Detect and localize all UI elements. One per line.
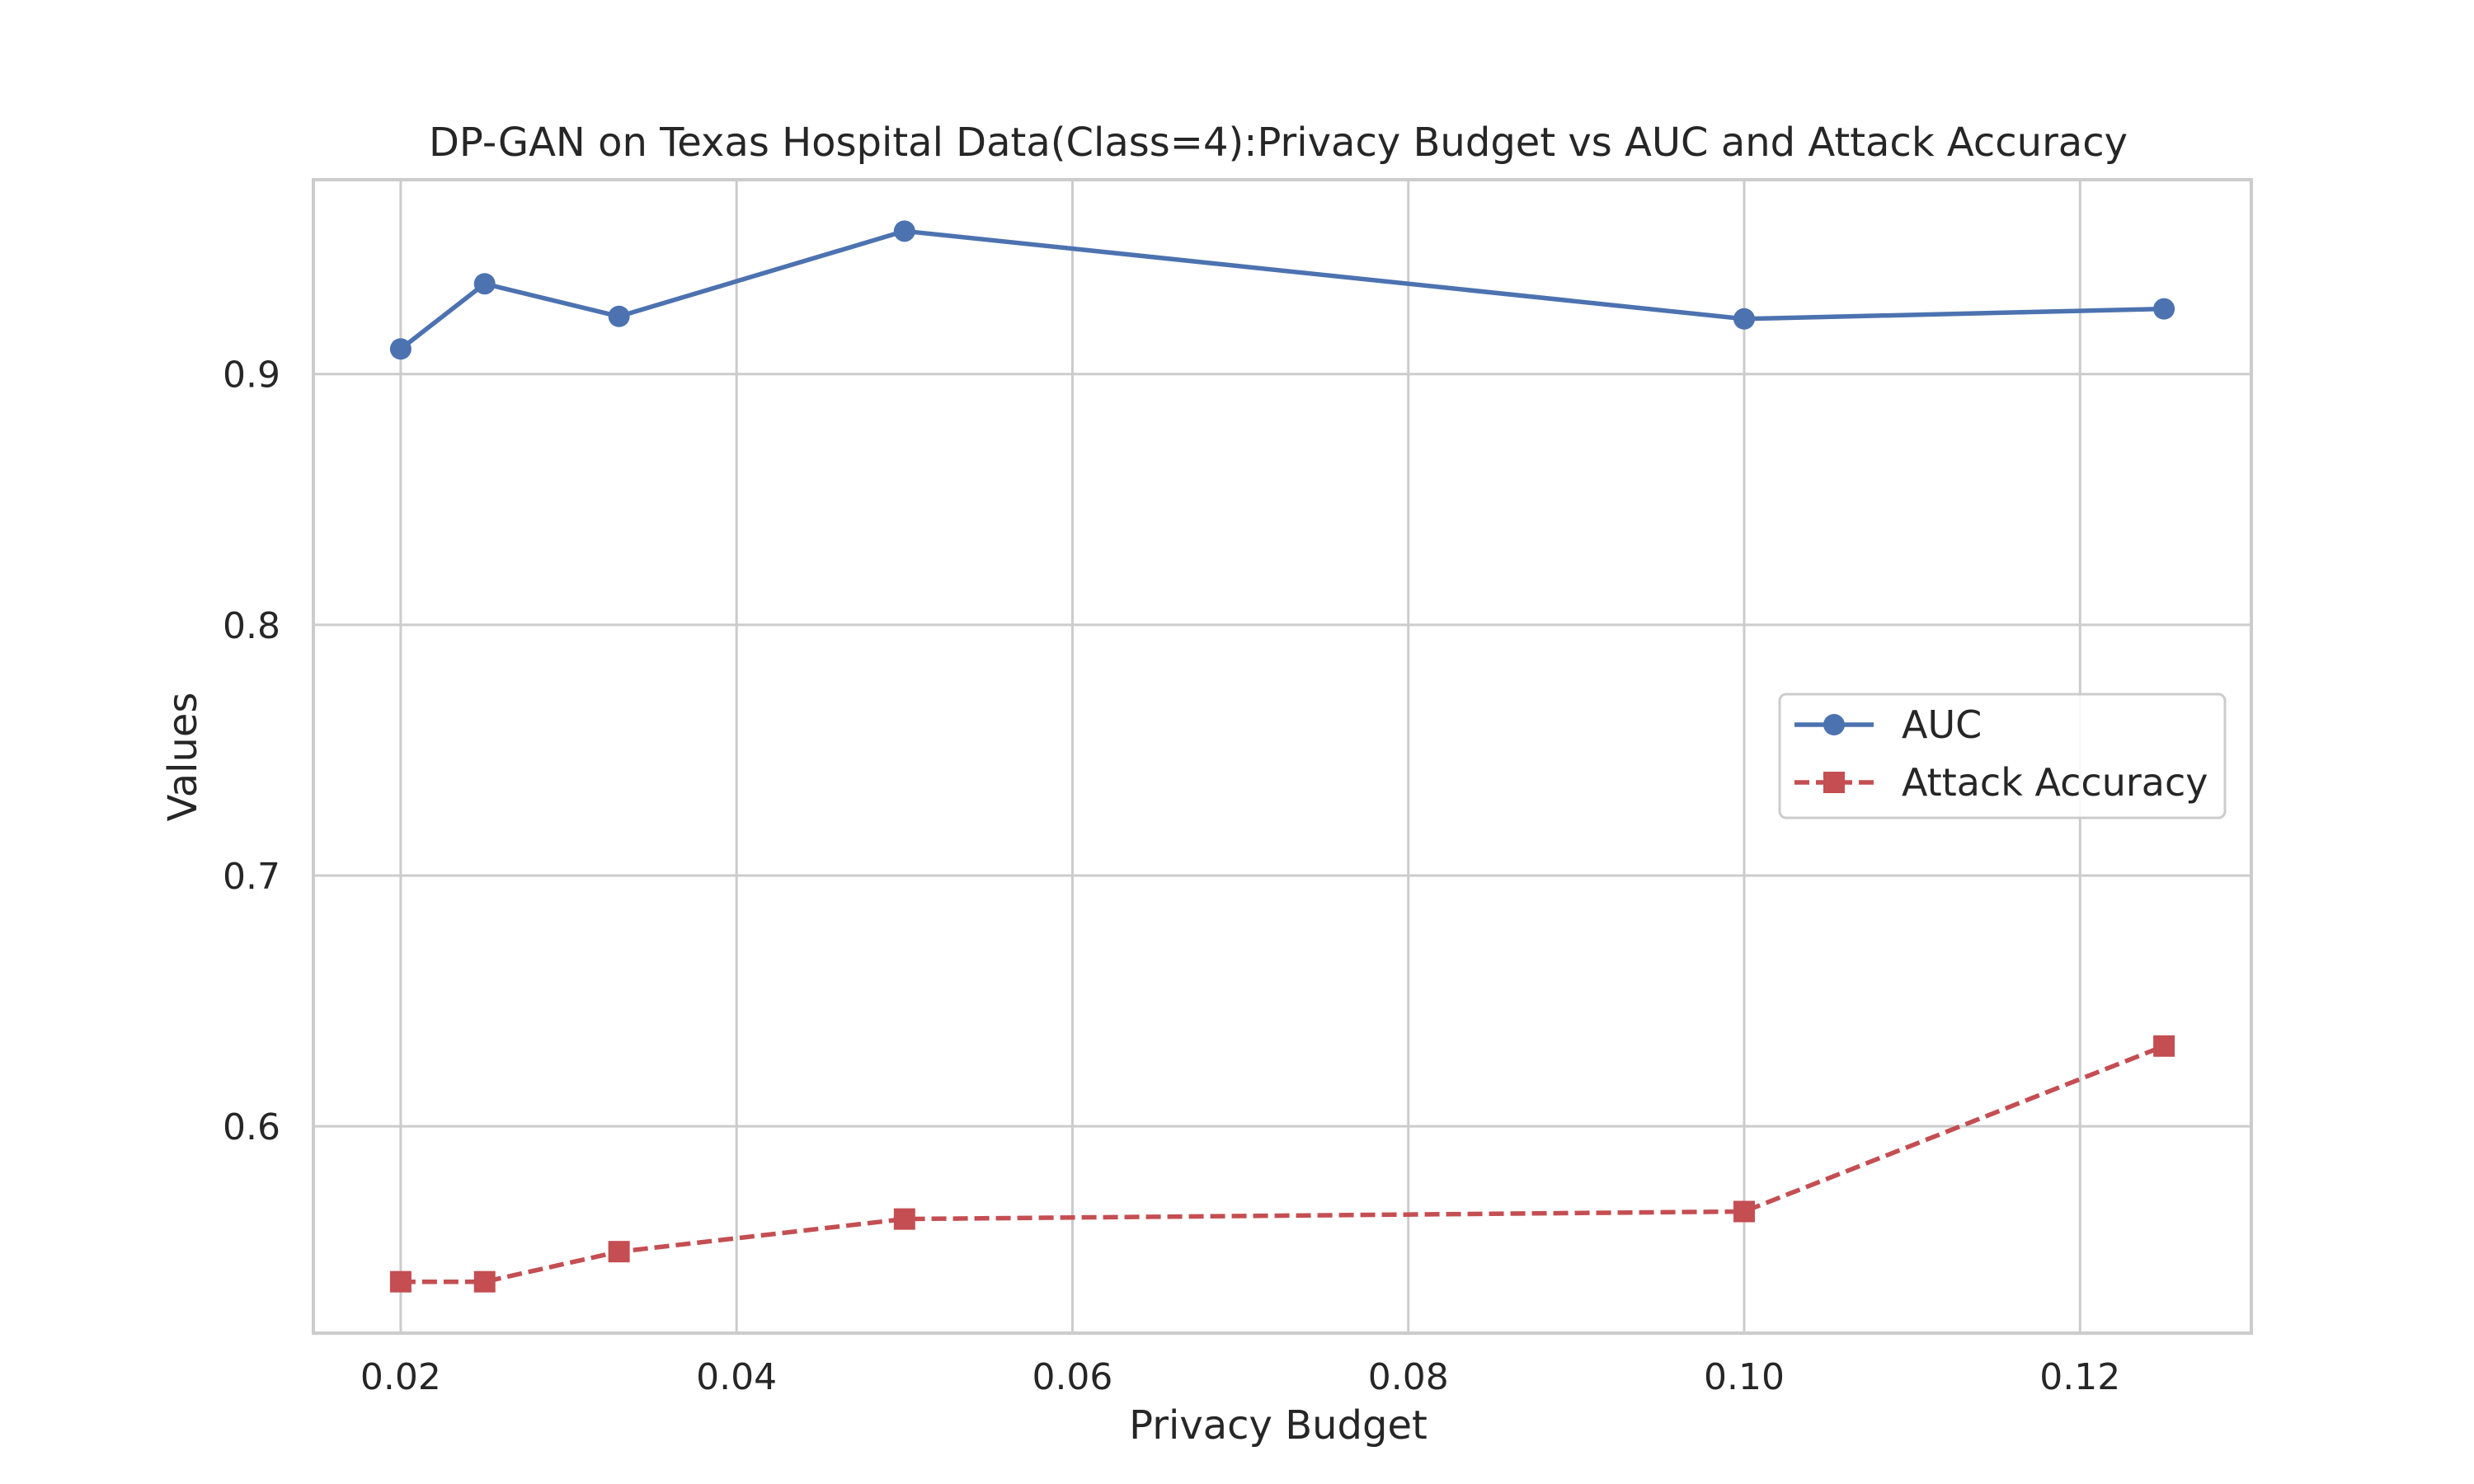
- auc-data-point: [1733, 308, 1756, 330]
- x-tick-label: 0.10: [1704, 1356, 1785, 1398]
- legend-marker-attack-accuracy: [1823, 772, 1845, 793]
- legend-label-auc: AUC: [1902, 702, 1982, 747]
- attack-accuracy-series-line: [400, 1044, 2166, 1284]
- y-tick-label: 0.7: [223, 856, 280, 898]
- legend-label-attack-accuracy: Attack Accuracy: [1902, 760, 2208, 805]
- attack-accuracy-data-point: [608, 1241, 630, 1263]
- auc-data-point: [2153, 298, 2175, 320]
- attack-accuracy-data-point: [1733, 1200, 1756, 1223]
- plot-frame: [312, 178, 2253, 1335]
- x-axis-label: Privacy Budget: [1129, 1402, 1427, 1449]
- x-tick-label: 0.06: [1032, 1356, 1112, 1398]
- plot-area: 0.02 0.04 0.06 0.08 0.10 0.12 0.6 0.7 0.8 0.9: [223, 178, 2253, 1398]
- x-tick-label: 0.02: [360, 1356, 441, 1398]
- auc-data-point: [893, 220, 915, 242]
- x-tick-label: 0.12: [2039, 1356, 2120, 1398]
- auc-series-line: [399, 228, 2165, 351]
- y-tick-label: 0.6: [223, 1106, 280, 1148]
- legend: AUC Attack Accuracy: [1778, 693, 2227, 819]
- x-tick-label: 0.04: [696, 1356, 777, 1398]
- y-axis-label: Values: [160, 693, 206, 822]
- attack-accuracy-data-point: [893, 1208, 915, 1230]
- attack-accuracy-data-point: [2153, 1035, 2175, 1057]
- y-tick-label: 0.9: [223, 355, 280, 397]
- auc-data-point: [473, 273, 496, 295]
- x-tick-label: 0.08: [1368, 1356, 1449, 1398]
- auc-data-point: [389, 338, 412, 360]
- chart-title: DP-GAN on Texas Hospital Data(Class=4):P…: [429, 120, 2128, 166]
- y-tick-label: 0.8: [223, 605, 280, 647]
- auc-data-point: [608, 305, 630, 327]
- attack-accuracy-data-point: [389, 1270, 412, 1293]
- attack-accuracy-data-point: [473, 1270, 496, 1293]
- legend-marker-auc: [1823, 714, 1845, 735]
- legend-box: [1778, 693, 2227, 819]
